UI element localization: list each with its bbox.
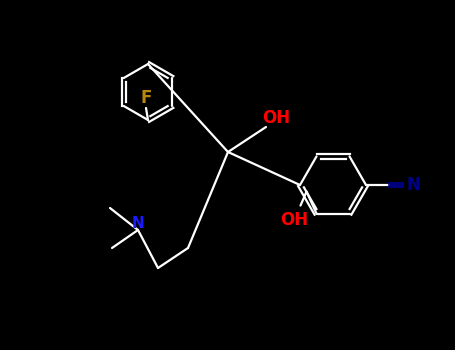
Text: OH: OH [280, 211, 308, 229]
Text: N: N [131, 217, 144, 231]
Text: OH: OH [262, 109, 290, 127]
Text: N: N [406, 176, 420, 194]
Text: F: F [140, 89, 152, 107]
